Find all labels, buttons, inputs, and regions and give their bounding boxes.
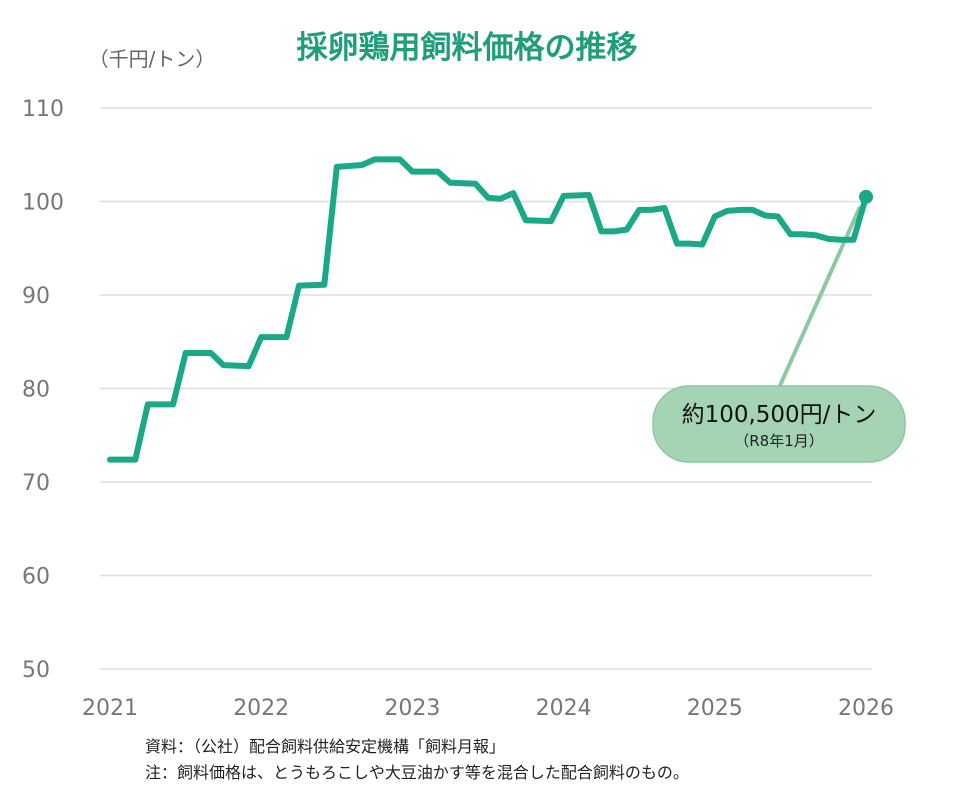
y-tick-label: 80	[22, 378, 50, 403]
y-tick-label: 70	[22, 471, 50, 496]
footnote: 注：飼料価格は、とうもろこしや大豆油かす等を混合した配合飼料のもの。	[145, 763, 689, 782]
chart-title: 採卵鶏用飼料価格の推移	[297, 30, 638, 66]
y-tick-label: 100	[22, 191, 64, 216]
x-tick-label: 2024	[536, 696, 592, 721]
x-tick-label: 2022	[233, 696, 289, 721]
y-tick-label: 50	[22, 658, 50, 683]
y-axis-unit-label: （千円/トン）	[89, 47, 216, 71]
x-tick-label: 2025	[687, 696, 743, 721]
callout-sub-text: （R8年1月）	[734, 432, 824, 450]
x-tick-label: 2023	[384, 696, 440, 721]
y-tick-label: 90	[22, 284, 50, 309]
source-note: 資料：（公社）配合飼料供給安定機構「飼料月報」	[145, 737, 505, 756]
y-axis-ticks: 50 60 70 80 90 100 110	[22, 97, 64, 683]
y-tick-label: 110	[22, 97, 64, 122]
x-tick-label: 2026	[838, 696, 894, 721]
latest-value-marker	[859, 189, 873, 204]
y-tick-label: 60	[22, 565, 50, 590]
x-axis-ticks: 2021 2022 2023 2024 2025 2026	[82, 696, 894, 721]
callout: 約100,500円/トン （R8年1月）	[652, 385, 906, 463]
callout-box	[652, 385, 906, 463]
gridlines	[100, 107, 872, 670]
x-tick-label: 2021	[82, 696, 138, 721]
data-points	[109, 159, 867, 460]
callout-main-text: 約100,500円/トン	[682, 402, 877, 428]
